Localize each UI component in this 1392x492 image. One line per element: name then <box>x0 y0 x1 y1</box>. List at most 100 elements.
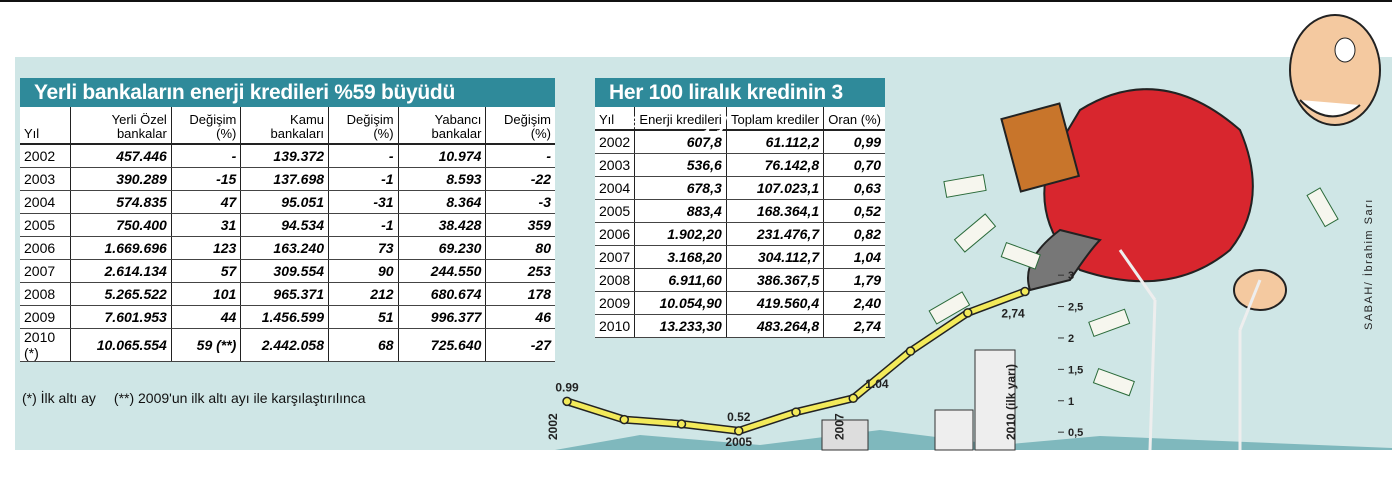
table-cell: 419.560,4 <box>726 291 825 315</box>
table-cell: 10.054,90 <box>634 291 727 315</box>
table-cell: 2004 <box>20 190 71 214</box>
table-cell: 2009 <box>20 305 71 329</box>
table-cell: 94.534 <box>240 213 330 237</box>
table-cell: 2007 <box>595 245 636 269</box>
value-label: 0.52 <box>727 410 751 424</box>
table-cell: 725.640 <box>398 328 487 362</box>
value-label: 1.04 <box>865 377 889 391</box>
table-cell: 8.593 <box>398 167 487 191</box>
table-cell: 10.065.554 <box>70 328 172 362</box>
table-row: 2010 (*) 10.065.554 59 (**) 2.442.058 68 725.… <box>20 328 555 362</box>
table-cell: 2003 <box>595 153 636 177</box>
table-cell: 0,99 <box>823 130 885 154</box>
table-cell: 1.902,20 <box>634 222 727 246</box>
y-tick-label: 3 <box>1068 270 1074 282</box>
table-row: 2006 1.669.696 123 163.240 73 69.230 80 <box>20 236 555 260</box>
table-row: 2008 5.265.522 101 965.371 212 680.674 178 <box>20 282 555 306</box>
table-cell: 13.233,30 <box>634 314 727 338</box>
x-tick-label: 2007 <box>832 413 846 440</box>
column-header: Yabancı bankalar <box>398 107 487 145</box>
x-tick-label: 2010 (ilk yarı) <box>1004 364 1018 440</box>
y-tick-label: 1,5 <box>1068 364 1083 376</box>
point <box>905 346 916 356</box>
table-cell: 73 <box>328 236 399 260</box>
table-cell: 996.377 <box>398 305 487 329</box>
cartoon-man <box>1000 14 1381 311</box>
table-cell: 0,70 <box>823 153 885 177</box>
table-row: 2007 2.614.134 57 309.554 90 244.550 253 <box>20 259 555 283</box>
table-cell: 574.835 <box>70 190 172 214</box>
table-cell: 101 <box>171 282 242 306</box>
table-row: 2008 6.911,60 386.367,5 1,79 <box>595 268 885 292</box>
table-cell: 386.367,5 <box>726 268 825 292</box>
table-cell: 2007 <box>20 259 71 283</box>
table-cell: 0,82 <box>823 222 885 246</box>
table-cell: 90 <box>328 259 399 283</box>
column-header: Değişim (%) <box>328 107 399 145</box>
data-table: Yıl Enerji kredileri Toplam krediler Oran (… <box>595 107 885 338</box>
table-title: Her 100 liralık kredinin 3 lirası enerji… <box>595 78 885 133</box>
table-row: 2004 678,3 107.023,1 0,63 <box>595 176 885 200</box>
table-cell: 2,74 <box>823 314 885 338</box>
y-tick-label: 2,5 <box>1068 302 1083 314</box>
table-cell: -1 <box>328 167 399 191</box>
table-cell: 1,79 <box>823 268 885 292</box>
table-cell: 2,40 <box>823 291 885 315</box>
table-cell: 457.446 <box>70 144 172 168</box>
table-row: 2005 883,4 168.364,1 0,52 <box>595 199 885 223</box>
table-cell: 5.265.522 <box>70 282 172 306</box>
table-cell: 2010 <box>595 314 636 338</box>
table-cell: 31 <box>171 213 242 237</box>
table-cell: 2.442.058 <box>240 328 330 362</box>
table-cell: 309.554 <box>240 259 330 283</box>
point <box>562 396 572 407</box>
value-label: 2,74 <box>1001 306 1025 320</box>
table-cell: 2008 <box>595 268 636 292</box>
table-cell: 1.456.599 <box>240 305 330 329</box>
table-cell: 57 <box>171 259 242 283</box>
column-header: Yıl <box>595 107 636 131</box>
table-cell: -22 <box>485 167 555 191</box>
table-cell: 2.614.134 <box>70 259 172 283</box>
column-header: Enerji kredileri <box>634 107 727 131</box>
table-cell: 304.112,7 <box>726 245 825 269</box>
table-cell: 3.168,20 <box>634 245 727 269</box>
table-cell: 137.698 <box>240 167 330 191</box>
table-cell: 244.550 <box>398 259 487 283</box>
table-cell: 607,8 <box>634 130 727 154</box>
table-cell: 59 (**) <box>171 328 242 362</box>
table-cell: 46 <box>485 305 555 329</box>
header-row: Yıl Enerji kredileri Toplam krediler Oran (… <box>595 107 885 131</box>
point <box>1020 286 1030 297</box>
table-panel: Her 100 liralık kredinin 3 lirası enerji… <box>595 78 885 338</box>
table-cell: 2003 <box>20 167 71 191</box>
table-cell: 68 <box>328 328 399 362</box>
table-cell: 2006 <box>595 222 636 246</box>
table-cell: 8.364 <box>398 190 487 214</box>
table-panel: Yerli bankaların enerji kredileri %59 bü… <box>20 78 555 362</box>
table-cell: 44 <box>171 305 242 329</box>
footnote: (*) İlk altı ay (**) 2009'un ilk altı ayı… <box>22 390 384 406</box>
table-cell: 678,3 <box>634 176 727 200</box>
table-cell: -3 <box>485 190 555 214</box>
table-cell: 61.112,2 <box>726 130 825 154</box>
header-row: Yıl Yerli Özel bankalar Değişim (%) Kamu ba… <box>20 107 555 145</box>
y-tick-label: 0,5 <box>1068 427 1083 439</box>
table-cell: 7.601.953 <box>70 305 172 329</box>
table-cell: 0,52 <box>823 199 885 223</box>
credit: SABAH/ İbrahim Sarı <box>1362 198 1375 330</box>
column-header: Değişim (%) <box>171 107 242 145</box>
data-table: Yıl Yerli Özel bankalar Değişim (%) Kamu ba… <box>20 107 555 362</box>
column-header: Kamu bankaları <box>240 107 330 145</box>
table-cell: -15 <box>171 167 242 191</box>
column-header: Değişim (%) <box>485 107 555 145</box>
y-tick-label: 2 <box>1068 333 1074 345</box>
point <box>848 393 858 403</box>
table-cell: 536,6 <box>634 153 727 177</box>
table-cell: 231.476,7 <box>726 222 825 246</box>
footnote-text: (*) İlk altı ay <box>22 390 96 406</box>
table-row: 2009 10.054,90 419.560,4 2,40 <box>595 291 885 315</box>
table-cell: 76.142,8 <box>726 153 825 177</box>
table-row: 2003 536,6 76.142,8 0,70 <box>595 153 885 177</box>
